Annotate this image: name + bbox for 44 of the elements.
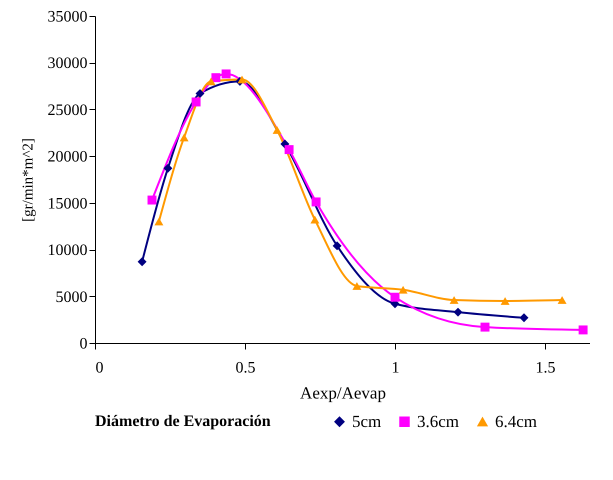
point <box>450 296 459 304</box>
point <box>398 286 408 294</box>
x-tick-label: 1.5 <box>536 360 556 376</box>
point <box>558 296 567 304</box>
x-tick-label: 0.5 <box>236 360 256 376</box>
legend-label: 5cm <box>352 412 382 431</box>
point <box>196 89 204 98</box>
point <box>211 73 220 82</box>
point <box>480 322 490 332</box>
legend-label: 6.4cm <box>495 412 538 431</box>
point <box>148 196 156 205</box>
legend-label: 3.6cm <box>417 412 460 431</box>
x-tick-label: 0 <box>96 360 104 376</box>
point <box>238 76 246 84</box>
y-tick-label: 0 <box>80 336 88 352</box>
point <box>154 218 164 226</box>
y-tick-label: 10000 <box>48 242 88 260</box>
point <box>352 282 362 290</box>
point <box>206 78 216 86</box>
point <box>312 197 321 206</box>
point <box>310 216 320 224</box>
point <box>578 325 588 334</box>
y-tick-label: 30000 <box>48 55 88 72</box>
point <box>454 308 462 317</box>
y-tick-label: 25000 <box>48 102 88 119</box>
legend-title: Diámetro de Evaporación <box>95 413 271 430</box>
point <box>500 297 510 305</box>
y-tick-label: 5000 <box>56 288 88 306</box>
point <box>192 97 201 106</box>
y-tick-label: 20000 <box>48 148 88 166</box>
x-axis-title: Aexp/Aevap <box>300 384 386 402</box>
x-tick-label: 1 <box>392 360 400 376</box>
y-tick-label: 35000 <box>48 8 88 26</box>
point <box>272 126 282 134</box>
point <box>520 313 528 322</box>
point <box>284 145 294 154</box>
point <box>222 69 231 78</box>
y-axis-title: [gr/min*m^2] <box>20 138 36 222</box>
point <box>390 292 400 302</box>
point <box>138 257 147 266</box>
point <box>332 241 342 250</box>
point <box>163 164 172 173</box>
point <box>180 134 189 142</box>
y-tick-label: 15000 <box>48 195 88 212</box>
